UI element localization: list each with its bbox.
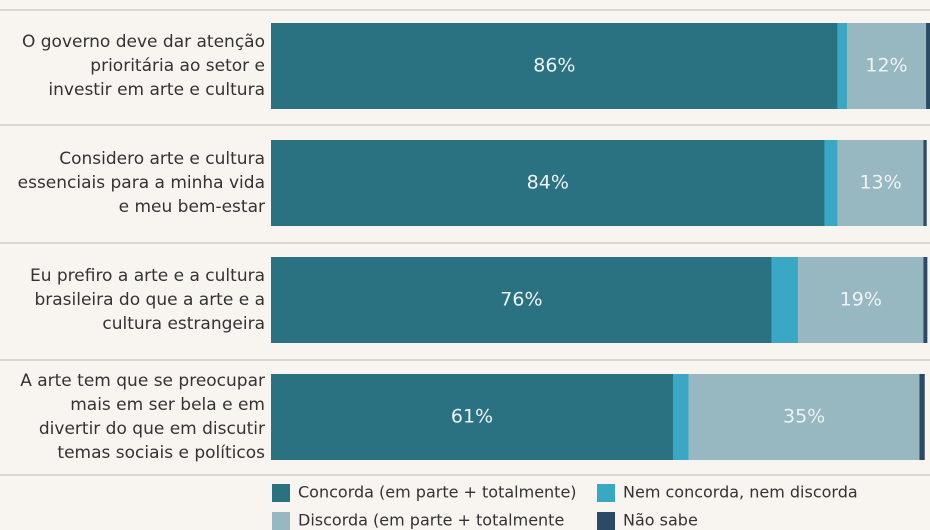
category-label: O governo deve dar atenção [22, 32, 265, 52]
bar-segment [771, 257, 799, 343]
legend-swatch [272, 512, 290, 530]
category-label: A arte tem que se preocupar [20, 371, 265, 391]
legend-label: Concorda (em parte + totalmente) [298, 483, 577, 502]
bar-segment [271, 374, 673, 460]
category-label: Considero arte e cultura [59, 149, 265, 169]
legend-label: Não sabe [623, 511, 698, 530]
bar-segment [824, 140, 838, 226]
bar-segment [837, 23, 847, 109]
bar-segment [923, 140, 927, 226]
value-label: 76% [500, 289, 542, 311]
legend-label: Nem concorda, nem discorda [623, 483, 858, 502]
bar-segment [688, 374, 920, 460]
value-label: 35% [783, 406, 825, 428]
bar-segment [798, 257, 924, 343]
bar-segment [271, 257, 772, 343]
legend-label: Discorda (em parte + totalmente [298, 511, 564, 530]
value-label: 61% [451, 406, 493, 428]
category-label: investir em arte e cultura [48, 80, 265, 100]
category-label: temas sociais e políticos [57, 443, 265, 463]
bar-segment [926, 23, 930, 109]
legend-swatch [597, 484, 615, 502]
legend-swatch [597, 512, 615, 530]
separators [0, 9, 930, 476]
bar-segment [271, 140, 825, 226]
legend-swatch [272, 484, 290, 502]
value-label: 86% [533, 55, 575, 77]
category-label: mais em ser bela e em [70, 395, 265, 415]
bar-segment [846, 23, 927, 109]
bar-segment [919, 374, 925, 460]
category-label: prioritária ao setor e [90, 56, 265, 76]
bar-segment [923, 257, 928, 343]
category-label: brasileira do que a arte e a [34, 290, 265, 310]
bar-segment [271, 23, 838, 109]
category-label: Eu prefiro a arte e a cultura [30, 266, 265, 286]
category-label: essenciais para a minha vida [18, 173, 265, 193]
bar-segment [672, 374, 689, 460]
value-label: 84% [527, 172, 569, 194]
category-label: e meu bem-estar [119, 197, 265, 217]
bar-segment [837, 140, 924, 226]
value-label: 12% [865, 55, 907, 77]
value-label: 19% [840, 289, 882, 311]
value-label: 13% [859, 172, 901, 194]
category-label: divertir do que em discutir [39, 419, 265, 439]
category-label: cultura estrangeira [102, 314, 265, 334]
